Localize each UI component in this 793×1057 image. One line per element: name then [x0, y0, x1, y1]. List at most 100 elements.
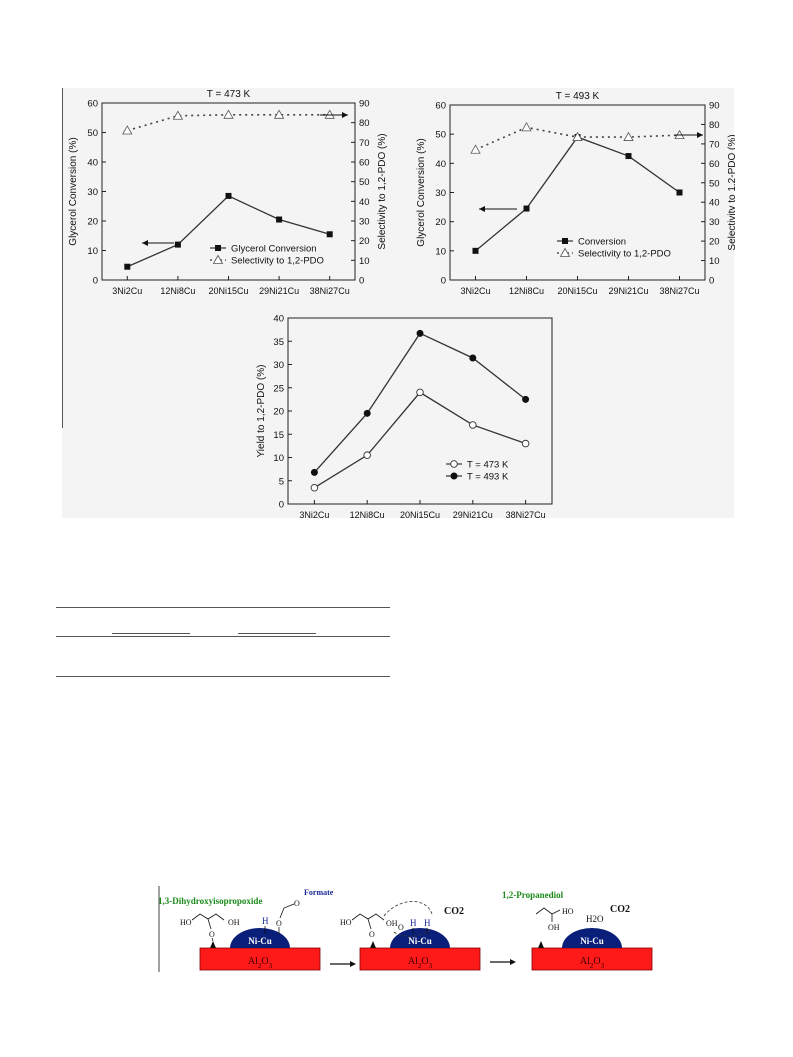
y-tick-label: 0: [93, 276, 98, 287]
figure-background: [62, 88, 734, 518]
y2-axis-label: Selectivity to 1,2-PDO (%): [377, 133, 388, 249]
y-tick-label: 35: [273, 337, 284, 348]
table-bottom-rule: [56, 676, 390, 677]
x-tick-label: 3Ni2Cu: [112, 286, 142, 296]
data-point: [469, 421, 477, 429]
ni-cu-cluster: [390, 928, 450, 948]
y-tick-label: 5: [279, 476, 284, 487]
data-point: [363, 451, 371, 459]
y2-tick-label: 0: [359, 276, 364, 287]
reaction-scheme: Al2O3 Ni-Cu 1,3-Dihydroxyisopropoxide Fo…: [158, 886, 653, 972]
table-group-rule-2: [238, 633, 316, 634]
data-point: [172, 110, 184, 120]
propanediol-label: 1,2-Propanediol: [502, 890, 564, 900]
y-tick-label: 60: [87, 99, 98, 110]
y-axis-label: Yield to 1,2-PDO (%): [256, 365, 267, 458]
x-tick-label: 29Ni21Cu: [608, 286, 648, 296]
legend-marker: [212, 254, 224, 264]
ho-label: HO: [562, 907, 574, 916]
y-axis-label: Glycerol Conversion (%): [68, 137, 79, 245]
legend-marker: [450, 460, 458, 468]
figure-left-border: [62, 88, 63, 428]
x-tick-label: 20Ni15Cu: [557, 286, 597, 296]
y-tick-label: 10: [87, 246, 98, 257]
data-point: [623, 131, 634, 141]
data-point: [470, 144, 481, 154]
hydrogen-transfer-arrow: [383, 901, 433, 917]
legend-marker: [562, 238, 568, 244]
series-line: [475, 136, 680, 252]
y2-tick-label: 90: [709, 101, 720, 112]
y2-tick-label: 50: [709, 178, 720, 189]
x-tick-label: 38Ni27Cu: [659, 286, 699, 296]
y-tick-label: 0: [279, 500, 284, 511]
legend-marker: [450, 472, 458, 480]
data-point: [469, 354, 477, 362]
plot-frame: [287, 317, 553, 505]
formate-o-label: O: [276, 919, 282, 928]
y2-tick-label: 60: [359, 158, 370, 169]
y2-tick-label: 80: [359, 118, 370, 129]
hydride-label: H: [262, 916, 269, 926]
y2-tick-label: 0: [709, 276, 714, 287]
y2-axis-label: Selectivity to 1,2-PDO (%): [727, 134, 735, 250]
y2-tick-label: 30: [709, 217, 720, 228]
formate-o2-label: O: [294, 899, 300, 908]
y-axis-label: Glycerol Conversion (%): [416, 138, 427, 246]
left-axis-arrow-head: [479, 206, 485, 212]
y-tick-label: 40: [435, 159, 446, 170]
o-label: O: [369, 930, 375, 939]
table-group-rule-1: [112, 633, 190, 634]
y-tick-label: 40: [87, 158, 98, 169]
table-mid-rule: [56, 636, 390, 637]
y-tick-label: 30: [273, 360, 284, 371]
y2-tick-label: 40: [709, 198, 720, 209]
data-point: [273, 109, 285, 119]
dihydroxyisopropoxide-label: 1,3-Dihydroxyisopropoxide: [158, 896, 262, 906]
data-point: [124, 263, 131, 270]
chart-conversion-473k: T = 473 K 0 10 20 30 40 50 60 0 10 20 30 40 50 60 70 80 9…: [68, 89, 388, 296]
x-tick-label: 3Ni2Cu: [299, 510, 329, 520]
x-tick-label: 38Ni27Cu: [310, 286, 350, 296]
x-tick-label: 12Ni8Cu: [350, 510, 385, 520]
oh-label: OH: [548, 923, 560, 932]
y2-tick-label: 30: [359, 217, 370, 228]
data-point: [326, 231, 333, 238]
ho-label: HO: [340, 918, 352, 927]
data-point: [223, 109, 234, 119]
y2-tick-label: 50: [359, 177, 370, 188]
support-label: Al2O3: [580, 956, 605, 970]
y2-tick-label: 80: [709, 120, 720, 131]
legend-marker: [559, 247, 571, 257]
data-point: [324, 109, 335, 119]
y-tick-label: 50: [435, 130, 446, 141]
y-tick-label: 20: [87, 217, 98, 228]
adsorption-site-icon: [370, 941, 376, 948]
y2-tick-label: 10: [709, 256, 720, 267]
hydrogen-2-label: H: [424, 918, 431, 928]
legend-label: T = 473 K: [467, 460, 509, 471]
x-tick-label: 38Ni27Cu: [506, 510, 546, 520]
data-point: [363, 409, 371, 417]
data-point: [416, 388, 424, 397]
data-point: [523, 205, 530, 212]
y2-tick-label: 10: [359, 256, 370, 267]
ho-label: HO: [180, 918, 192, 927]
data-point: [122, 125, 133, 135]
x-tick-label: 12Ni8Cu: [160, 286, 195, 296]
legend-label: Selectivity to 1,2-PDO: [578, 249, 671, 260]
scheme-step-1: Al2O3 Ni-Cu 1,3-Dihydroxyisopropoxide Fo…: [158, 888, 334, 971]
data-point: [522, 395, 530, 403]
data-point: [310, 483, 319, 492]
legend-label: Conversion: [578, 237, 626, 248]
chart-conversion-493k: T = 493 K 0 10 20 30 40 50 60 0 10 20 30 40 50 60 70 80 9…: [416, 91, 735, 296]
y-tick-label: 10: [435, 246, 446, 257]
y-tick-label: 20: [273, 407, 284, 418]
legend-marker: [215, 245, 221, 251]
data-point: [225, 192, 232, 199]
series-line: [475, 126, 680, 151]
y2-tick-label: 70: [359, 138, 370, 149]
right-axis-arrow-head: [697, 132, 703, 138]
data-point: [676, 189, 683, 196]
y-tick-label: 10: [273, 453, 284, 464]
